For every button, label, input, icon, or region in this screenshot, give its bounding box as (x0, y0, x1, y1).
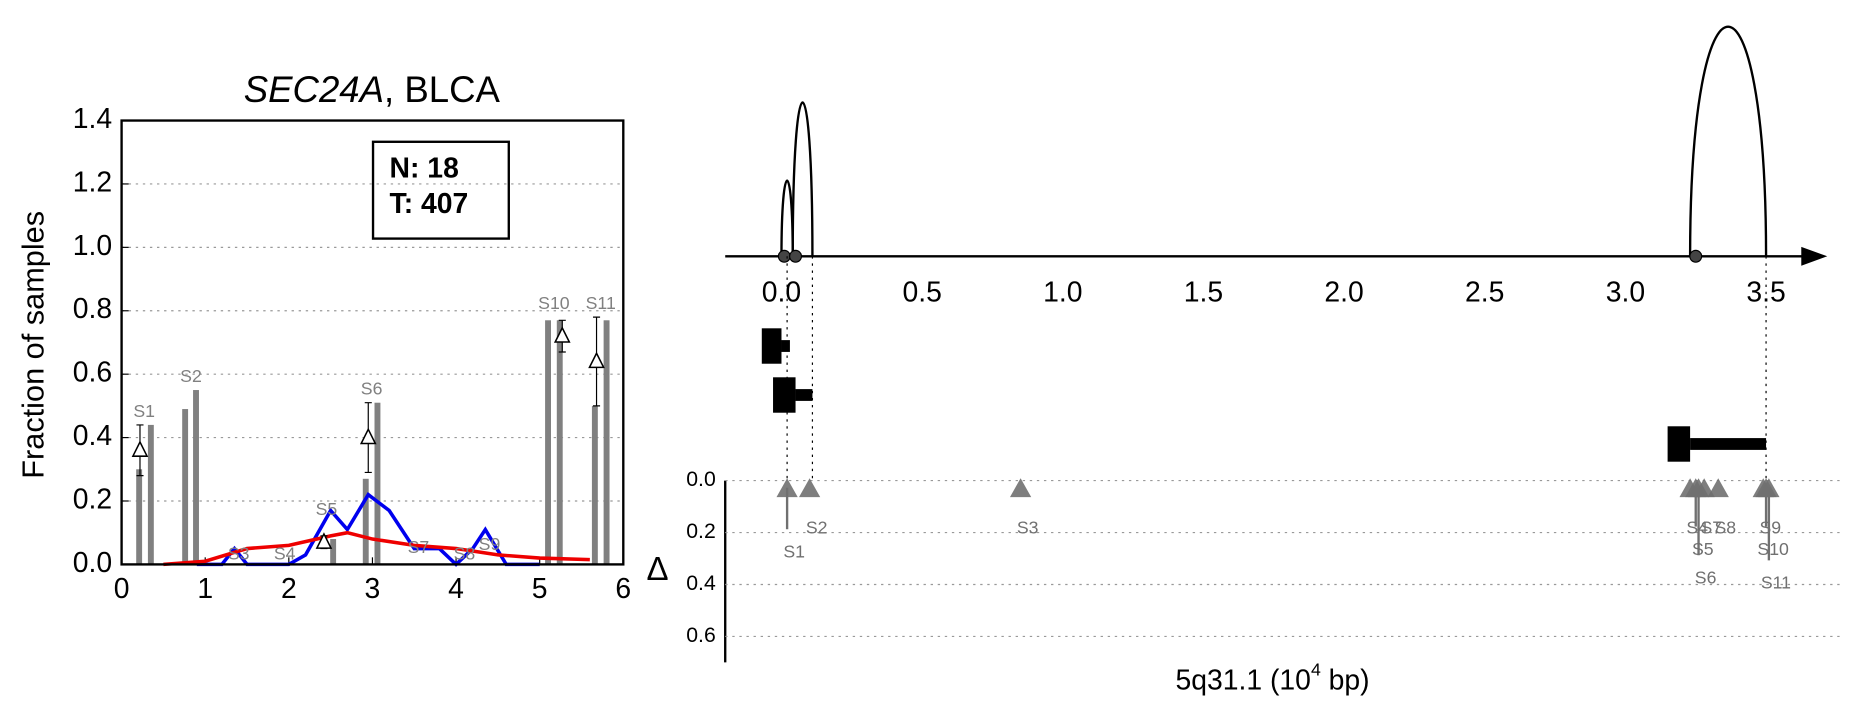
sample-label: S9 (479, 534, 501, 554)
left-title: SEC24A, BLCA (244, 69, 501, 110)
sample-label: S7 (408, 537, 430, 557)
x-tick-label: 0 (114, 573, 130, 605)
sample-label: S6 (1695, 567, 1717, 587)
sample-label: S10 (1757, 539, 1789, 559)
sample-label: S7 (1700, 518, 1722, 538)
y-tick-label: 0.6 (686, 623, 716, 647)
arc (791, 101, 814, 257)
y-tick-label: 1.4 (73, 103, 112, 135)
sample-marker (1009, 478, 1032, 498)
y-tick-label: 0.2 (686, 519, 716, 543)
triangle-point (553, 326, 571, 343)
y-tick-label: 0.4 (686, 571, 716, 595)
line-series (196, 492, 540, 567)
arc (780, 179, 794, 257)
x-tick-label: 3 (365, 573, 381, 605)
box-line: N: 18 (390, 153, 459, 185)
box-line: T: 407 (390, 188, 469, 220)
sample-label: S4 (274, 544, 296, 564)
x-tick-label: 1 (197, 573, 213, 605)
sample-label: S4 (1686, 518, 1708, 538)
sample-label: S11 (1761, 573, 1791, 593)
bar (556, 320, 563, 565)
triangle-point (588, 351, 605, 369)
breakpoint (789, 249, 803, 263)
y-tick-label: 0.4 (73, 420, 112, 452)
y-tick-label: 1.0 (73, 230, 112, 262)
delta-label: Δ (646, 551, 668, 588)
breakpoint (777, 249, 791, 263)
bar (591, 405, 598, 565)
sample-label: S5 (316, 499, 338, 519)
bar (362, 478, 369, 565)
sample-label: S3 (228, 544, 250, 564)
bar (374, 402, 381, 565)
x-tick-label: 2.0 (1324, 277, 1363, 309)
bar (182, 409, 189, 565)
bar (193, 390, 199, 565)
x-tick-label: 6 (615, 573, 631, 605)
x-tick-label: 0.0 (762, 277, 801, 309)
gene-tail (781, 340, 790, 352)
triangle-point (359, 427, 377, 445)
x-tick-label: 2 (281, 573, 297, 605)
bar (603, 320, 610, 565)
y-tick-label: 0.2 (73, 483, 112, 515)
gene-tail (795, 389, 813, 401)
x-tick-label: 3.0 (1606, 277, 1645, 309)
x-tick-label: 2.5 (1465, 277, 1504, 309)
sample-label: S11 (586, 293, 616, 313)
sample-label: S9 (1760, 518, 1782, 538)
bar (330, 539, 337, 565)
sample-marker (798, 478, 821, 498)
gene-box (761, 328, 782, 364)
gene-box (773, 377, 796, 413)
arc (1688, 25, 1768, 257)
y-tick-label: 1.2 (73, 166, 112, 198)
y-tick-label: 0.6 (73, 357, 112, 389)
x-tick-label: 1.5 (1184, 277, 1223, 309)
gene-box (1667, 426, 1691, 462)
breakpoint (1689, 249, 1703, 263)
bar (147, 424, 154, 565)
sample-marker (1693, 478, 1715, 498)
sample-label: S10 (538, 293, 570, 313)
sample-label: S1 (133, 401, 155, 421)
sample-label: S8 (1715, 518, 1737, 538)
x-axis-arrow (1801, 246, 1828, 266)
x-tick-label: 0.5 (902, 277, 941, 309)
triangle-point (131, 440, 149, 457)
sample-label: S8 (454, 544, 476, 564)
x-tick-label: 1.0 (1043, 277, 1082, 309)
sample-label: S1 (783, 542, 805, 562)
sample-label: S6 (361, 379, 383, 399)
x-axis-label: 5q31.1 (104 bp) (1175, 659, 1369, 697)
y-tick-label: 0.0 (73, 547, 112, 579)
x-tick-label: 4 (448, 573, 464, 605)
line-series (163, 530, 590, 567)
sample-label: S5 (1692, 539, 1714, 559)
x-tick-label: 5 (532, 573, 548, 605)
bar (545, 320, 551, 565)
sample-marker (1707, 478, 1729, 498)
y-axis-label: Fraction of samples (16, 211, 51, 479)
sample-label: S2 (180, 366, 202, 386)
gene-tail (1690, 438, 1767, 450)
y-tick-label: 0.0 (686, 467, 716, 491)
sample-label: S3 (1017, 518, 1039, 538)
triangle-point (315, 532, 333, 549)
sample-marker (1758, 478, 1780, 498)
count-box (371, 140, 510, 240)
y-tick-label: 0.8 (73, 293, 112, 325)
bar (136, 469, 143, 565)
plot-frame (120, 119, 625, 566)
sample-label: S2 (806, 518, 828, 538)
sample-marker (776, 478, 798, 498)
